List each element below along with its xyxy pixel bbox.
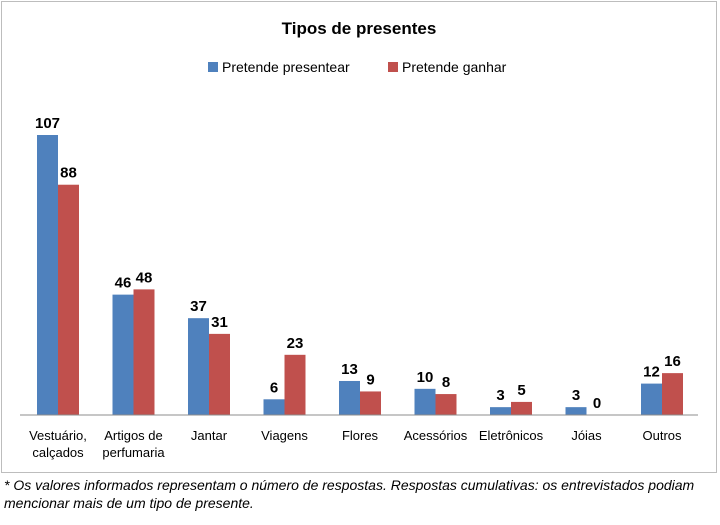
bar-ganhar-3 xyxy=(284,354,306,415)
bar-ganhar-0 xyxy=(58,184,79,415)
bar-ganhar-6 xyxy=(511,401,532,415)
x-tick-label-0-line1: calçados xyxy=(32,445,84,460)
bar-ganhar-8 xyxy=(662,373,683,415)
x-tick-label-7: Jóias xyxy=(571,428,602,443)
bar-ganhar-1 xyxy=(133,289,155,415)
data-label-presentear-3: 6 xyxy=(270,379,278,396)
x-tick-label-2: Jantar xyxy=(191,428,228,443)
legend-swatch-presentear xyxy=(208,62,218,72)
x-tick-label-0-line0: Vestuário, xyxy=(29,428,87,443)
bar-presentear-2 xyxy=(188,318,209,415)
bar-presentear-3 xyxy=(263,399,285,415)
bar-presentear-7 xyxy=(565,407,587,415)
bars-layer xyxy=(37,135,683,415)
bar-ganhar-2 xyxy=(209,333,230,415)
data-label-ganhar-3: 23 xyxy=(287,335,304,352)
bar-chart: Tipos de presentes Pretende presentear P… xyxy=(20,19,698,460)
legend: Pretende presentear Pretende ganhar xyxy=(208,59,507,75)
x-tick-labels-layer: Vestuário, calçados Artigos de perfumaria Ja… xyxy=(29,428,682,460)
data-label-ganhar-7: 0 xyxy=(593,395,601,412)
data-label-presentear-2: 37 xyxy=(190,298,207,315)
data-label-ganhar-2: 31 xyxy=(211,314,228,331)
data-label-ganhar-0: 88 xyxy=(60,165,77,182)
x-tick-label-4: Flores xyxy=(342,428,379,443)
bar-presentear-0 xyxy=(37,135,58,415)
data-label-presentear-4: 13 xyxy=(341,361,358,378)
x-tick-label-1-line1: perfumaria xyxy=(102,445,165,460)
data-label-presentear-6: 3 xyxy=(496,387,504,404)
bar-ganhar-5 xyxy=(435,394,457,415)
data-label-ganhar-6: 5 xyxy=(517,382,525,399)
data-label-presentear-7: 3 xyxy=(572,387,580,404)
x-tick-label-5: Acessórios xyxy=(404,428,468,443)
bar-presentear-4 xyxy=(339,380,360,415)
x-tick-label-6: Eletrônicos xyxy=(479,428,544,443)
legend-label-ganhar: Pretende ganhar xyxy=(402,59,507,75)
bar-presentear-1 xyxy=(112,294,134,415)
legend-swatch-ganhar xyxy=(388,62,398,72)
data-label-presentear-5: 10 xyxy=(417,369,434,386)
bar-presentear-5 xyxy=(414,388,436,415)
x-tick-label-8: Outros xyxy=(642,428,682,443)
data-label-ganhar-1: 48 xyxy=(136,269,153,286)
bar-presentear-6 xyxy=(490,407,511,415)
data-label-ganhar-8: 16 xyxy=(664,353,681,370)
footnote: * Os valores informados representam o nú… xyxy=(4,477,695,511)
data-label-presentear-8: 12 xyxy=(643,364,660,381)
x-tick-label-1-line0: Artigos de xyxy=(104,428,163,443)
legend-label-presentear: Pretende presentear xyxy=(222,59,350,75)
bar-ganhar-4 xyxy=(360,391,381,415)
x-tick-label-3: Viagens xyxy=(261,428,308,443)
data-label-ganhar-5: 8 xyxy=(442,374,450,391)
chart-title: Tipos de presentes xyxy=(282,19,437,38)
data-label-presentear-1: 46 xyxy=(115,275,132,292)
bar-presentear-8 xyxy=(641,383,662,415)
data-label-ganhar-4: 9 xyxy=(366,371,374,388)
data-label-presentear-0: 107 xyxy=(35,115,60,132)
